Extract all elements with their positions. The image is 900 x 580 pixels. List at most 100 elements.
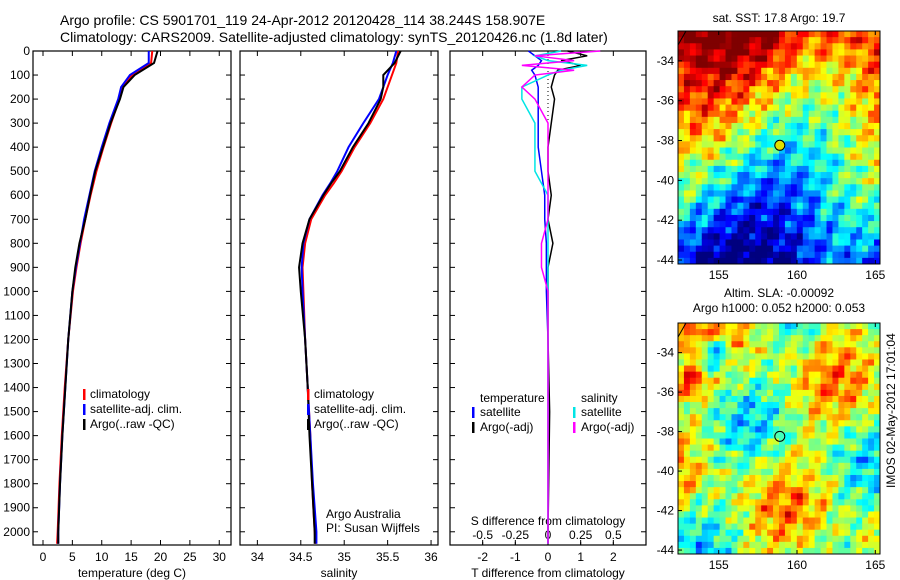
map-cell	[796, 468, 804, 476]
map-cell	[850, 462, 857, 470]
map-cell	[826, 468, 833, 476]
map-cell	[844, 135, 851, 142]
x-tick-label: -2	[477, 550, 488, 564]
map-cell	[701, 135, 709, 142]
map-cell	[874, 408, 881, 415]
map-cell	[713, 359, 721, 367]
map-cell	[844, 67, 851, 75]
map-cell	[874, 547, 881, 555]
map-cell	[856, 450, 863, 458]
map-cell	[725, 347, 732, 354]
map-cell	[808, 239, 816, 247]
map-cell	[779, 438, 786, 446]
map-cell	[820, 49, 828, 57]
argo-float-marker	[774, 139, 786, 151]
map-cell	[808, 408, 816, 415]
map-cell	[761, 147, 768, 155]
map-cell	[790, 456, 798, 464]
map-cell	[808, 251, 816, 259]
map-cell	[850, 49, 857, 57]
map-cell	[814, 116, 822, 124]
map-cell	[820, 73, 828, 81]
map-cell	[779, 153, 786, 161]
map-cell	[856, 335, 863, 342]
map-cell	[844, 517, 851, 525]
map-cell	[701, 353, 709, 360]
map-cell	[725, 129, 732, 136]
map-cell	[790, 535, 798, 543]
map-cell	[808, 347, 816, 354]
map-cell	[779, 104, 786, 112]
map-cell	[874, 456, 881, 464]
map-cell	[731, 73, 738, 81]
map-cell	[713, 474, 721, 482]
map-cell	[737, 92, 744, 99]
map-cell	[731, 426, 738, 433]
map-cell	[689, 31, 697, 38]
map-cell	[695, 438, 703, 446]
map-cell	[814, 377, 822, 385]
map-cell	[832, 432, 839, 439]
map-cell	[743, 196, 750, 204]
map-cell	[695, 420, 703, 427]
map-cell	[802, 505, 810, 512]
map-cell	[808, 547, 816, 555]
map-cell	[678, 67, 685, 75]
map-cell	[790, 402, 798, 409]
map-cell	[856, 353, 863, 360]
map-cell	[862, 165, 869, 173]
map-cell	[838, 104, 845, 112]
map-cell	[678, 98, 685, 106]
map-cell	[755, 450, 762, 458]
map-cell	[689, 172, 697, 179]
map-cell	[784, 359, 792, 367]
map-cell	[868, 37, 875, 44]
map-cell	[701, 468, 709, 476]
map-cell	[826, 359, 833, 367]
map-cell	[808, 227, 816, 234]
map-cell	[832, 487, 839, 494]
map-cell	[719, 468, 727, 476]
map-cell	[844, 43, 851, 50]
map-cell	[701, 80, 709, 87]
map-cell	[856, 110, 863, 118]
map-cell	[695, 499, 703, 506]
legend-title: salinity	[581, 391, 618, 405]
map-cell	[678, 529, 685, 537]
map-cell	[868, 122, 875, 130]
map-cell	[713, 371, 721, 379]
argo-float-marker	[774, 430, 786, 442]
map-cell	[790, 383, 798, 391]
map-cell	[683, 383, 691, 391]
map-cell	[790, 55, 798, 63]
map-cell	[826, 80, 833, 87]
map-cell	[868, 92, 875, 99]
annotation-text: PI: Susan Wijffels	[326, 521, 420, 535]
map-cell	[802, 456, 810, 464]
map-cell	[743, 377, 750, 385]
map-cell	[701, 104, 709, 112]
map-cell	[695, 196, 703, 204]
map-cell	[749, 153, 756, 161]
map-cell	[743, 468, 750, 476]
map-cell	[678, 353, 685, 360]
map-cell	[832, 202, 839, 210]
map-cell	[761, 251, 768, 259]
map-cell	[689, 104, 697, 112]
map-cell	[802, 116, 810, 124]
map-cell	[755, 202, 762, 210]
map-cell	[761, 73, 768, 81]
map-cell	[838, 444, 845, 452]
map-cell	[761, 178, 768, 185]
map-cell	[731, 535, 738, 543]
map-cell	[850, 141, 857, 148]
map-cell	[707, 450, 715, 458]
map-cell	[689, 383, 697, 391]
map-cell	[832, 474, 839, 482]
map-cell	[695, 402, 703, 409]
map-cell	[808, 184, 816, 191]
map-cell	[802, 389, 810, 397]
map-cell	[737, 37, 744, 44]
map-cell	[719, 420, 727, 427]
map-cell	[695, 104, 703, 112]
